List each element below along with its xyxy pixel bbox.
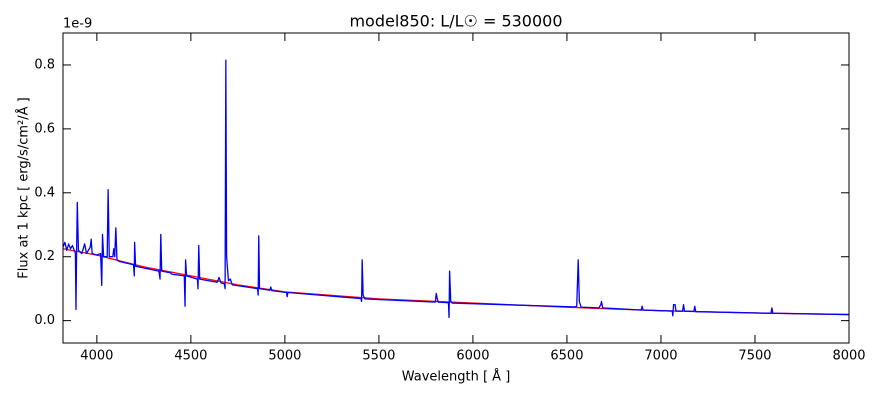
x-axis-label: Wavelength [ Å ] bbox=[402, 369, 511, 385]
x-tick-label: 8000 bbox=[832, 349, 865, 364]
x-tick-label: 7000 bbox=[644, 349, 677, 364]
y-tick-label: 0.8 bbox=[34, 57, 55, 72]
chart-title: model850: L/L☉ = 530000 bbox=[349, 12, 562, 31]
x-tick-label: 5500 bbox=[362, 349, 395, 364]
x-tick-label: 6000 bbox=[456, 349, 489, 364]
y-tick-label: 0.6 bbox=[34, 121, 55, 136]
spectrum-line bbox=[62, 59, 850, 319]
x-tick-label: 7500 bbox=[738, 349, 771, 364]
y-axis-label: Flux at 1 kpc [ erg/s/cm²/Å ] bbox=[16, 97, 32, 278]
y-tick-label: 0.0 bbox=[34, 313, 55, 328]
x-tick-label: 4000 bbox=[80, 349, 113, 364]
x-tick-label: 6500 bbox=[550, 349, 583, 364]
y-tick-label: 0.2 bbox=[34, 249, 55, 264]
plot-frame bbox=[62, 32, 850, 344]
y-tick-label: 0.4 bbox=[34, 185, 55, 200]
x-tick-label: 4500 bbox=[174, 349, 207, 364]
y-offset-label: 1e-9 bbox=[63, 17, 92, 32]
x-tick-label: 5000 bbox=[268, 349, 301, 364]
